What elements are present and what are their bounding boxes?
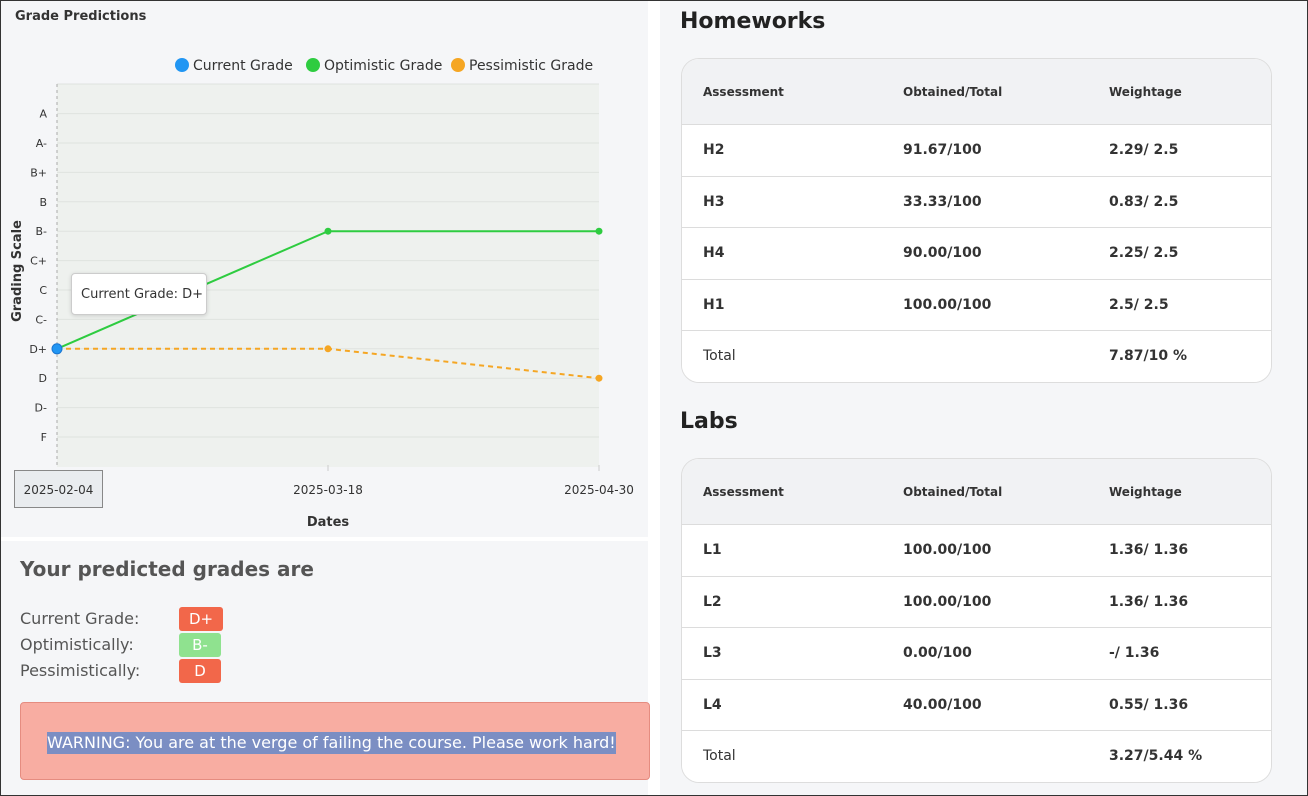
y-tick-label: A bbox=[39, 108, 47, 121]
data-point bbox=[595, 227, 603, 235]
data-point bbox=[324, 345, 332, 353]
y-tick-label: F bbox=[41, 431, 47, 444]
y-tick-label: C- bbox=[35, 313, 47, 326]
table-cell: 100.00/100 bbox=[903, 296, 992, 313]
table-cell: 2.25/ 2.5 bbox=[1109, 245, 1179, 262]
table-cell: H3 bbox=[703, 193, 725, 210]
labs-table: Assessment Obtained/Total Weightage L1 100.0… bbox=[681, 458, 1272, 783]
grade-predictions-chart-panel: Grade Predictions F D- D D+ C- C C+ B- B B+ A- A 202… bbox=[1, 1, 648, 537]
table-row: L4 40.00/100 0.55/ 1.36 bbox=[682, 678, 1271, 730]
grade-chart: F D- D D+ C- C C+ B- B B+ A- A 2025-03-18 2025-04-30 D… bbox=[10, 58, 634, 530]
x-axis-label: Dates bbox=[307, 515, 350, 530]
legend-entry: Current Grade bbox=[193, 58, 293, 74]
column-header: Obtained/Total bbox=[903, 84, 1003, 99]
data-point bbox=[51, 343, 63, 355]
table-cell: 1.36/ 1.36 bbox=[1109, 542, 1189, 559]
y-tick-label: D+ bbox=[29, 343, 47, 356]
table-row: L3 0.00/100 -/ 1.36 bbox=[682, 627, 1271, 679]
homeworks-title: Homeworks bbox=[680, 9, 826, 34]
column-header: Weightage bbox=[1109, 84, 1182, 99]
data-point bbox=[595, 374, 603, 382]
predicted-grades-title: Your predicted grades are bbox=[20, 557, 314, 581]
table-cell: 90.00/100 bbox=[903, 245, 982, 262]
y-tick-label: B+ bbox=[30, 166, 47, 179]
data-point bbox=[324, 227, 332, 235]
table-row: H1 100.00/100 2.5/ 2.5 bbox=[682, 278, 1271, 330]
assessments-column: Homeworks Assessment Obtained/Total Weight… bbox=[660, 1, 1307, 795]
table-cell: L2 bbox=[703, 593, 722, 610]
highlighted-date-label: 2025-02-04 bbox=[14, 470, 103, 508]
prediction-label: Pessimistically: bbox=[20, 661, 141, 680]
column-header: Assessment bbox=[703, 484, 784, 499]
total-row: Total 3.27/5.44 % bbox=[682, 730, 1271, 782]
legend-marker bbox=[175, 58, 189, 72]
table-header: Assessment Obtained/Total Weightage bbox=[682, 459, 1271, 524]
total-label: Total bbox=[703, 748, 736, 765]
legend-marker bbox=[451, 58, 465, 72]
total-value: 7.87/10 % bbox=[1109, 348, 1188, 365]
table-cell: H1 bbox=[703, 296, 725, 313]
warning-alert: WARNING: You are at the verge of failing… bbox=[20, 702, 650, 780]
table-row: L2 100.00/100 1.36/ 1.36 bbox=[682, 575, 1271, 627]
total-label: Total bbox=[703, 348, 736, 365]
table-row: H2 91.67/100 2.29/ 2.5 bbox=[682, 124, 1271, 176]
table-cell: 100.00/100 bbox=[903, 542, 992, 559]
table-cell: 2.29/ 2.5 bbox=[1109, 142, 1179, 159]
grade-badge: D+ bbox=[179, 607, 224, 631]
y-tick-label: C+ bbox=[30, 255, 47, 268]
table-cell: 2.5/ 2.5 bbox=[1109, 296, 1169, 313]
chart-tooltip: Current Grade: D+ bbox=[71, 273, 207, 315]
column-header: Weightage bbox=[1109, 484, 1182, 499]
table-cell: L4 bbox=[703, 696, 722, 713]
table-cell: H4 bbox=[703, 245, 725, 262]
table-cell: L1 bbox=[703, 542, 722, 559]
table-cell: 0.83/ 2.5 bbox=[1109, 193, 1179, 210]
grade-badge: D bbox=[179, 659, 221, 683]
y-tick-label: A- bbox=[36, 137, 47, 150]
prediction-row: Pessimistically: D bbox=[20, 659, 221, 683]
warning-text: WARNING: You are at the verge of failing… bbox=[47, 732, 616, 754]
table-row: H4 90.00/100 2.25/ 2.5 bbox=[682, 227, 1271, 279]
y-tick-label: D- bbox=[35, 402, 47, 415]
table-cell: 91.67/100 bbox=[903, 142, 982, 159]
total-row: Total 7.87/10 % bbox=[682, 330, 1271, 382]
y-tick-label: B- bbox=[35, 225, 47, 238]
column-header: Obtained/Total bbox=[903, 484, 1003, 499]
table-cell: -/ 1.36 bbox=[1109, 645, 1160, 662]
y-tick-label: B bbox=[39, 196, 47, 209]
column-header: Assessment bbox=[703, 84, 784, 99]
y-tick-label: D bbox=[39, 372, 47, 385]
table-cell: H2 bbox=[703, 142, 725, 159]
table-cell: 1.36/ 1.36 bbox=[1109, 593, 1189, 610]
table-cell: L3 bbox=[703, 645, 722, 662]
y-axis-label: Grading Scale bbox=[10, 220, 25, 322]
predicted-grades-panel: Your predicted grades are Current Grade:… bbox=[1, 541, 650, 795]
table-cell: 0.55/ 1.36 bbox=[1109, 696, 1189, 713]
y-tick-label: C bbox=[39, 284, 47, 297]
chart-title: Grade Predictions bbox=[15, 9, 147, 24]
table-row: H3 33.33/100 0.83/ 2.5 bbox=[682, 175, 1271, 227]
table-row: L1 100.00/100 1.36/ 1.36 bbox=[682, 524, 1271, 576]
prediction-row: Current Grade: D+ bbox=[20, 607, 224, 631]
x-tick-label: 2025-03-18 bbox=[293, 483, 363, 497]
total-value: 3.27/5.44 % bbox=[1109, 748, 1203, 765]
prediction-label: Optimistically: bbox=[20, 635, 134, 654]
legend-entry: Pessimistic Grade bbox=[469, 58, 593, 74]
prediction-row: Optimistically: B- bbox=[20, 633, 221, 657]
labs-title: Labs bbox=[680, 409, 738, 434]
table-cell: 0.00/100 bbox=[903, 645, 972, 662]
table-header: Assessment Obtained/Total Weightage bbox=[682, 59, 1271, 124]
homeworks-table: Assessment Obtained/Total Weightage H2 91.67… bbox=[681, 58, 1272, 383]
table-cell: 100.00/100 bbox=[903, 593, 992, 610]
grade-badge: B- bbox=[179, 633, 221, 657]
table-cell: 33.33/100 bbox=[903, 193, 982, 210]
table-cell: 40.00/100 bbox=[903, 696, 982, 713]
x-tick-label: 2025-04-30 bbox=[564, 483, 634, 497]
legend-entry: Optimistic Grade bbox=[324, 58, 442, 74]
legend-marker bbox=[306, 58, 320, 72]
prediction-label: Current Grade: bbox=[20, 609, 140, 628]
